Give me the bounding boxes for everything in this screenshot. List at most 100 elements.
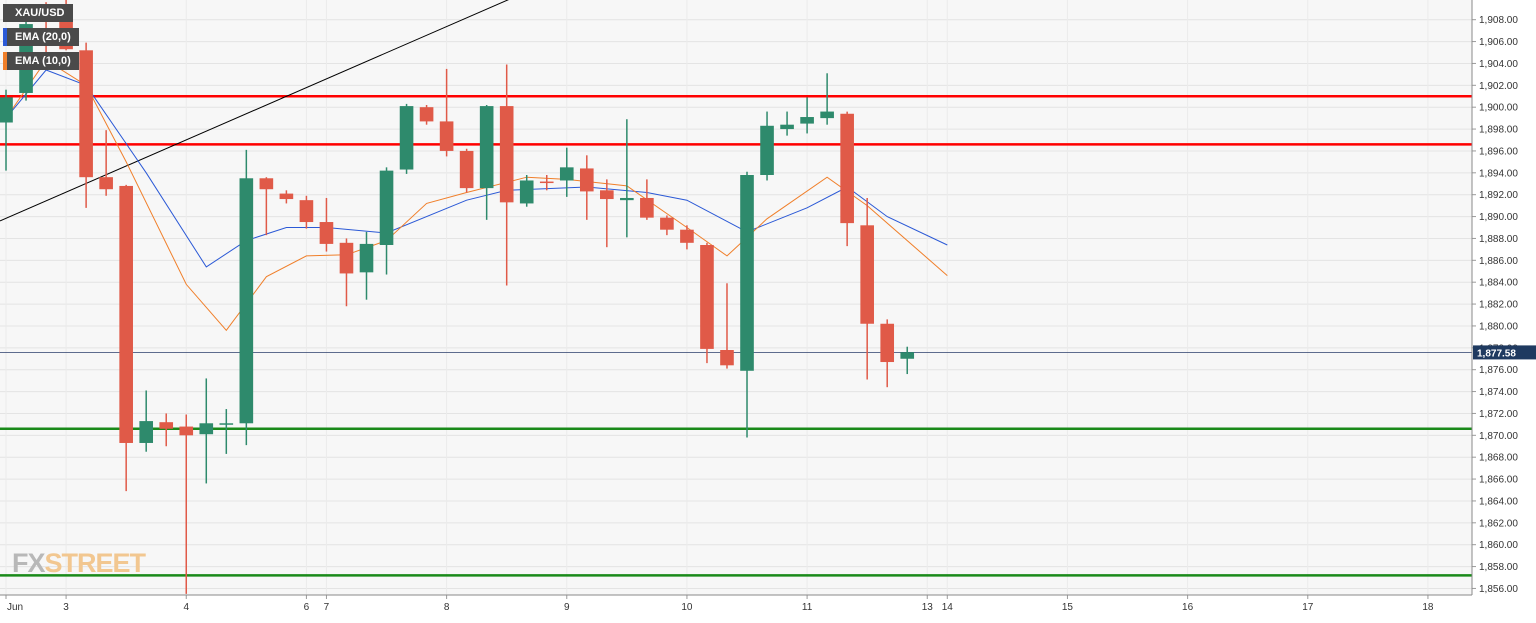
candle-bullish [199, 378, 214, 484]
y-tick-label: 1,894.00 [1479, 168, 1518, 179]
candle-body [199, 423, 214, 435]
candle-body [660, 217, 674, 230]
legend-ema20[interactable]: EMA (20,0) [3, 28, 79, 46]
plot-background [0, 0, 1472, 595]
x-tick-label: 18 [1422, 602, 1434, 613]
candle-bearish [660, 215, 674, 236]
candle-body [840, 113, 854, 224]
candle-bearish [159, 413, 174, 447]
y-tick-label: 1,856.00 [1479, 584, 1518, 595]
legend-symbol[interactable]: XAU/USD [3, 4, 73, 22]
y-tick-label: 1,898.00 [1479, 125, 1518, 136]
y-tick-label: 1,890.00 [1479, 212, 1518, 223]
candle-bearish [600, 179, 614, 248]
ema20-line [5, 69, 948, 268]
horizontal-levels [0, 95, 1472, 577]
logo-street: STREET [44, 548, 147, 578]
candle-body [259, 178, 274, 190]
y-tick-label: 1,860.00 [1479, 540, 1518, 551]
legend-ema20-label: EMA (20,0) [15, 31, 71, 43]
y-tick-label: 1,864.00 [1479, 496, 1518, 507]
y-tick-label: 1,876.00 [1479, 365, 1518, 376]
candle-body [359, 243, 374, 273]
candle-body [299, 200, 314, 223]
candle-bearish [119, 184, 133, 492]
candle-bullish [740, 171, 754, 438]
y-tick-label: 1,874.00 [1479, 387, 1518, 398]
candle-bearish [700, 242, 714, 364]
y-tick-label: 1,900.00 [1479, 103, 1518, 114]
candle-bullish [620, 119, 634, 238]
legend: XAU/USD EMA (20,0) EMA (10,0) [3, 4, 79, 76]
y-tick-label: 1,884.00 [1479, 278, 1518, 289]
candle-bearish [499, 64, 514, 286]
y-tick-label: 1,870.00 [1479, 431, 1518, 442]
candle-body [379, 170, 394, 245]
candle-body [179, 426, 194, 436]
candle-body [740, 175, 754, 371]
legend-symbol-label: XAU/USD [15, 7, 65, 19]
candle-body [279, 193, 294, 200]
y-tick-label: 1,888.00 [1479, 234, 1518, 245]
x-tick-label: 15 [1062, 602, 1074, 613]
x-tick-label: 13 [922, 602, 934, 613]
legend-ema10[interactable]: EMA (10,0) [3, 52, 79, 70]
candle-bearish [319, 197, 334, 252]
candle-bullish [479, 105, 494, 220]
x-tick-label: 6 [304, 602, 310, 613]
candle-body [79, 50, 93, 178]
candle-bearish [680, 225, 694, 250]
candle-bearish [539, 175, 554, 191]
candle-body [700, 245, 714, 349]
candle-bearish [579, 155, 594, 220]
x-tick-label: 3 [63, 602, 69, 613]
candle-body [680, 229, 694, 243]
candle-body [820, 111, 834, 119]
y-tick-label: 1,886.00 [1479, 256, 1518, 267]
candle-body [119, 185, 133, 443]
candle-bearish [860, 197, 874, 380]
x-tick-label: 9 [564, 602, 570, 613]
candle-bullish [359, 231, 374, 300]
x-tick-label: 8 [444, 602, 450, 613]
y-tick-label: 1,892.00 [1479, 190, 1518, 201]
x-tick-label: 17 [1302, 602, 1314, 613]
candle-bullish [239, 149, 254, 446]
candle-body [399, 106, 414, 170]
candle-bullish [800, 97, 814, 134]
candle-body [499, 106, 514, 203]
candle-bullish [519, 175, 534, 207]
last-price-badge [1473, 345, 1536, 360]
candle-body [559, 167, 574, 181]
candle-bearish [640, 179, 654, 220]
x-tick-label: 7 [324, 602, 330, 613]
candle-body [519, 180, 534, 204]
candle-body [800, 117, 814, 124]
candle-body [439, 121, 454, 151]
candle-body [99, 177, 113, 190]
candle-body [880, 323, 895, 363]
y-tick-label: 1,868.00 [1479, 453, 1518, 464]
candle-body [760, 125, 774, 175]
candle-body [339, 242, 354, 274]
candle-body [780, 124, 794, 130]
x-tick-label: 14 [942, 602, 954, 613]
candle-bearish [720, 283, 734, 369]
candle-bearish [79, 42, 93, 208]
candle-bullish [559, 147, 574, 197]
candle-body [139, 421, 154, 443]
candle-body [640, 197, 654, 218]
y-tick-label: 1,866.00 [1479, 475, 1518, 486]
x-tick-label: Jun [7, 602, 23, 613]
fxstreet-logo: FXSTREET [12, 548, 147, 579]
x-tick-label: 4 [183, 602, 189, 613]
candle-bearish [259, 177, 274, 236]
candle-bearish [299, 195, 314, 229]
legend-ema10-swatch [3, 52, 7, 70]
candle-bullish [219, 409, 234, 454]
y-tick-label: 1,858.00 [1479, 562, 1518, 573]
candle-body [900, 352, 915, 359]
